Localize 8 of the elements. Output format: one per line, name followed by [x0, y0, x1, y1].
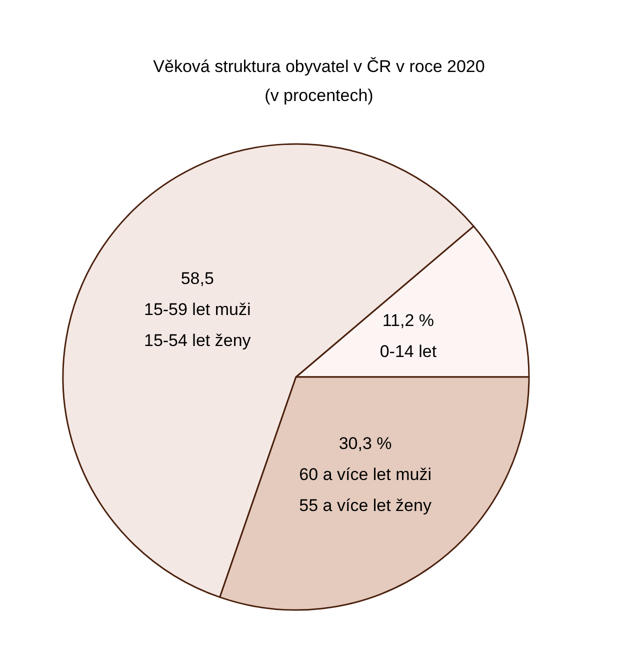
- chart-title: Věková struktura obyvatel v ČR v roce 2020: [153, 57, 485, 76]
- slice-label: 15-59 let muži 15-54 let ženy: [144, 300, 252, 350]
- data-label: 30,3 %: [338, 434, 392, 453]
- data-label: 11,2 %: [382, 310, 434, 330]
- slice-label: 60 a více let muži 55 a více let ženy: [299, 464, 432, 515]
- slice-label: 0-14 let: [380, 342, 437, 361]
- data-label: 58,5: [180, 269, 214, 288]
- chart-subtitle: (v procentech): [264, 86, 374, 105]
